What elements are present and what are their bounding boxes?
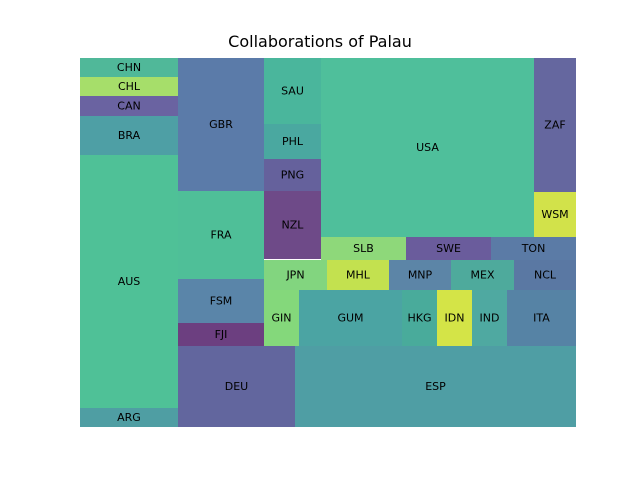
treemap-label-fji: FJI [215, 328, 228, 341]
treemap-cell-zaf [534, 58, 576, 192]
treemap-label-esp: ESP [425, 380, 446, 393]
treemap-cell-hkg [402, 290, 437, 346]
treemap-label-swe: SWE [436, 242, 461, 255]
treemap-label-fsm: FSM [210, 295, 233, 308]
treemap-label-jpn: JPN [285, 269, 304, 282]
treemap-cell-gbr [178, 58, 264, 191]
treemap-cell-fra [178, 191, 264, 279]
treemap-label-arg: ARG [117, 411, 141, 424]
treemap-label-ind: IND [480, 312, 500, 325]
treemap-label-fra: FRA [210, 229, 232, 242]
treemap-label-aus: AUS [118, 275, 141, 288]
treemap-label-phl: PHL [282, 135, 304, 148]
chart-title: Collaborations of Palau [228, 32, 412, 51]
treemap-label-can: CAN [117, 100, 140, 113]
treemap-cell-ton [491, 237, 576, 260]
treemap-cell-bra [80, 116, 178, 155]
treemap-cell-usa [321, 58, 534, 237]
treemap-label-chl: CHL [118, 80, 141, 93]
treemap-cell-jpn [264, 260, 327, 290]
treemap-cell-nzl [264, 191, 321, 259]
treemap-label-wsm: WSM [541, 208, 568, 221]
treemap-label-ita: ITA [533, 312, 550, 325]
treemap-label-usa: USA [416, 141, 439, 154]
treemap-label-zaf: ZAF [544, 119, 565, 132]
treemap-cell-idn [437, 290, 472, 346]
treemap-cell-gin [264, 290, 299, 346]
treemap-cell-png [264, 159, 321, 191]
treemap-cell-gum [299, 290, 402, 346]
treemap-label-bra: BRA [118, 129, 141, 142]
treemap-label-gin: GIN [272, 312, 292, 325]
treemap-label-gum: GUM [337, 312, 363, 325]
treemap-cell-ind [472, 290, 507, 346]
treemap-cell-mex [451, 260, 514, 290]
treemap-cell-wsm [534, 192, 576, 237]
treemap-label-ncl: NCL [534, 269, 557, 282]
treemap-label-mex: MEX [471, 269, 495, 282]
treemap-label-mnp: MNP [408, 269, 433, 282]
treemap-cell-slb [321, 237, 406, 260]
treemap-cell-chl [80, 77, 178, 96]
treemap-label-deu: DEU [225, 380, 248, 393]
treemap-cell-fji [178, 323, 264, 346]
treemap-cell-mhl [327, 260, 389, 290]
treemap-cell-chn [80, 58, 178, 77]
treemap-label-slb: SLB [353, 242, 374, 255]
treemap-label-png: PNG [281, 169, 304, 182]
treemap-label-sau: SAU [281, 85, 304, 98]
treemap-cell-esp [295, 346, 576, 427]
treemap-cell-can [80, 96, 178, 116]
treemap-cell-ncl [514, 260, 576, 290]
treemap-label-nzl: NZL [282, 219, 305, 232]
treemap-label-mhl: MHL [346, 269, 371, 282]
treemap-label-chn: CHN [117, 61, 141, 74]
treemap-cell-sau [264, 58, 321, 124]
treemap-cell-mnp [389, 260, 451, 290]
treemap-label-hkg: HKG [407, 312, 431, 325]
treemap-cell-ita [507, 290, 576, 346]
treemap-label-idn: IDN [445, 312, 465, 325]
treemap-cell-swe [406, 237, 491, 260]
treemap-cell-fsm [178, 279, 264, 323]
treemap-cell-arg [80, 408, 178, 427]
treemap-cell-deu [178, 346, 295, 427]
treemap-cell-phl [264, 124, 321, 159]
treemap-label-gbr: GBR [209, 118, 233, 131]
treemap-label-ton: TON [521, 242, 546, 255]
treemap-cell-aus [80, 155, 178, 408]
